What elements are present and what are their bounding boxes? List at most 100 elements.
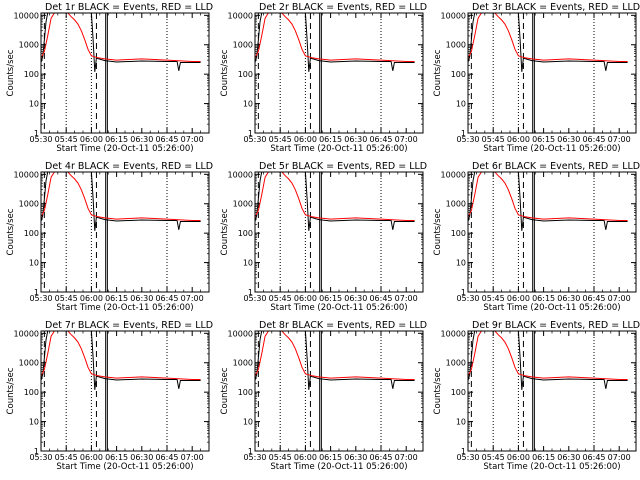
- y-tick-label: 1: [461, 447, 466, 456]
- panel-title: Det 6r BLACK = Events, RED = LLD: [472, 161, 640, 172]
- y-tick-label: 1000: [19, 41, 39, 50]
- x-tick-label: 05:30: [456, 453, 479, 462]
- x-tick-label: 06:15: [319, 294, 342, 303]
- lld-series-line: [41, 172, 201, 221]
- x-tick-label: 06:45: [369, 294, 392, 303]
- y-axis-label: Counts/sec: [433, 367, 443, 414]
- y-tick-label: 10000: [14, 329, 39, 338]
- x-tick-label: 05:30: [29, 135, 52, 144]
- lld-series-line: [255, 331, 415, 380]
- y-tick-label: 10000: [441, 11, 466, 20]
- x-tick-label: 06:00: [507, 453, 530, 462]
- x-tick-label: 06:15: [319, 453, 342, 462]
- x-tick-label: 07:00: [181, 453, 204, 462]
- x-axis-label: Start Time (20-Oct-11 05:26:00): [56, 462, 193, 472]
- y-tick-label: 100: [238, 388, 253, 397]
- y-axis-label: Counts/sec: [220, 208, 230, 255]
- y-tick-label: 100: [451, 388, 466, 397]
- y-tick-label: 1: [34, 447, 39, 456]
- y-tick-label: 1: [248, 447, 253, 456]
- y-tick-label: 100: [24, 388, 39, 397]
- y-tick-label: 10000: [441, 170, 466, 179]
- events-series-line: [468, 172, 628, 231]
- x-tick-label: 07:00: [608, 453, 631, 462]
- y-tick-label: 10: [243, 418, 253, 427]
- x-tick-label: 05:30: [456, 294, 479, 303]
- x-tick-label: 06:15: [319, 135, 342, 144]
- x-axis-label: Start Time (20-Oct-11 05:26:00): [483, 303, 620, 313]
- x-tick-label: 06:15: [105, 294, 128, 303]
- x-tick-label: 06:15: [105, 135, 128, 144]
- y-axis-label: Counts/sec: [6, 367, 16, 414]
- y-tick-label: 100: [238, 70, 253, 79]
- panel-title: Det 9r BLACK = Events, RED = LLD: [472, 320, 640, 331]
- x-tick-label: 05:45: [482, 453, 505, 462]
- x-tick-label: 05:30: [29, 294, 52, 303]
- y-tick-label: 10000: [441, 329, 466, 338]
- x-tick-label: 06:15: [532, 294, 555, 303]
- x-tick-label: 06:30: [557, 135, 580, 144]
- events-series-line: [255, 13, 415, 72]
- lld-series-line: [41, 331, 201, 380]
- x-tick-label: 06:45: [155, 294, 178, 303]
- x-tick-label: 06:00: [80, 294, 103, 303]
- y-tick-label: 100: [451, 70, 466, 79]
- x-tick-label: 07:00: [395, 294, 418, 303]
- lld-series-line: [468, 13, 628, 62]
- events-series-line: [41, 331, 201, 390]
- x-tick-label: 06:00: [507, 294, 530, 303]
- x-tick-label: 06:45: [582, 294, 605, 303]
- y-tick-label: 1: [461, 288, 466, 297]
- x-tick-label: 06:30: [344, 294, 367, 303]
- x-tick-label: 05:45: [482, 294, 505, 303]
- y-tick-label: 10000: [14, 170, 39, 179]
- x-tick-label: 05:30: [456, 135, 479, 144]
- y-tick-label: 1: [34, 129, 39, 138]
- x-tick-label: 05:45: [269, 453, 292, 462]
- events-series-line: [41, 13, 201, 72]
- x-tick-label: 05:45: [55, 135, 78, 144]
- lld-series-line: [255, 172, 415, 221]
- x-axis-label: Start Time (20-Oct-11 05:26:00): [483, 144, 620, 154]
- x-tick-label: 05:45: [269, 135, 292, 144]
- y-tick-label: 1: [34, 288, 39, 297]
- lld-series-line: [41, 13, 201, 62]
- panel-title: Det 1r BLACK = Events, RED = LLD: [45, 2, 213, 13]
- y-tick-label: 100: [451, 229, 466, 238]
- x-tick-label: 07:00: [608, 294, 631, 303]
- panel-1: Det 1r BLACK = Events, RED = LLD 1 10 100 10…: [6, 2, 213, 154]
- events-series-line: [468, 331, 628, 390]
- x-tick-label: 05:45: [482, 135, 505, 144]
- y-tick-label: 1: [248, 288, 253, 297]
- y-tick-label: 10: [243, 100, 253, 109]
- y-tick-label: 10: [456, 100, 466, 109]
- x-tick-label: 05:45: [269, 294, 292, 303]
- x-tick-label: 05:30: [243, 135, 266, 144]
- y-tick-label: 1000: [446, 41, 466, 50]
- x-tick-label: 06:45: [155, 453, 178, 462]
- panel-title: Det 2r BLACK = Events, RED = LLD: [259, 2, 427, 13]
- x-tick-label: 06:30: [344, 135, 367, 144]
- x-tick-label: 07:00: [395, 453, 418, 462]
- panel-7: Det 7r BLACK = Events, RED = LLD 1 10 100 10…: [6, 320, 213, 472]
- x-tick-label: 06:45: [582, 135, 605, 144]
- x-tick-label: 07:00: [181, 135, 204, 144]
- y-tick-label: 10: [243, 259, 253, 268]
- x-tick-label: 06:45: [369, 453, 392, 462]
- y-tick-label: 1000: [233, 41, 253, 50]
- lld-series-line: [468, 172, 628, 221]
- x-tick-label: 06:30: [130, 453, 153, 462]
- y-tick-label: 1: [461, 129, 466, 138]
- x-tick-label: 06:30: [557, 294, 580, 303]
- panel-3: Det 3r BLACK = Events, RED = LLD 1 10 100 10…: [433, 2, 640, 154]
- panel-8: Det 8r BLACK = Events, RED = LLD 1 10 100 10…: [220, 320, 427, 472]
- x-tick-label: 06:30: [344, 453, 367, 462]
- y-tick-label: 10: [29, 418, 39, 427]
- x-tick-label: 06:15: [105, 453, 128, 462]
- y-axis-label: Counts/sec: [433, 208, 443, 255]
- lld-series-line: [255, 13, 415, 62]
- x-tick-label: 06:45: [155, 135, 178, 144]
- x-tick-label: 06:45: [369, 135, 392, 144]
- y-tick-label: 10000: [228, 170, 253, 179]
